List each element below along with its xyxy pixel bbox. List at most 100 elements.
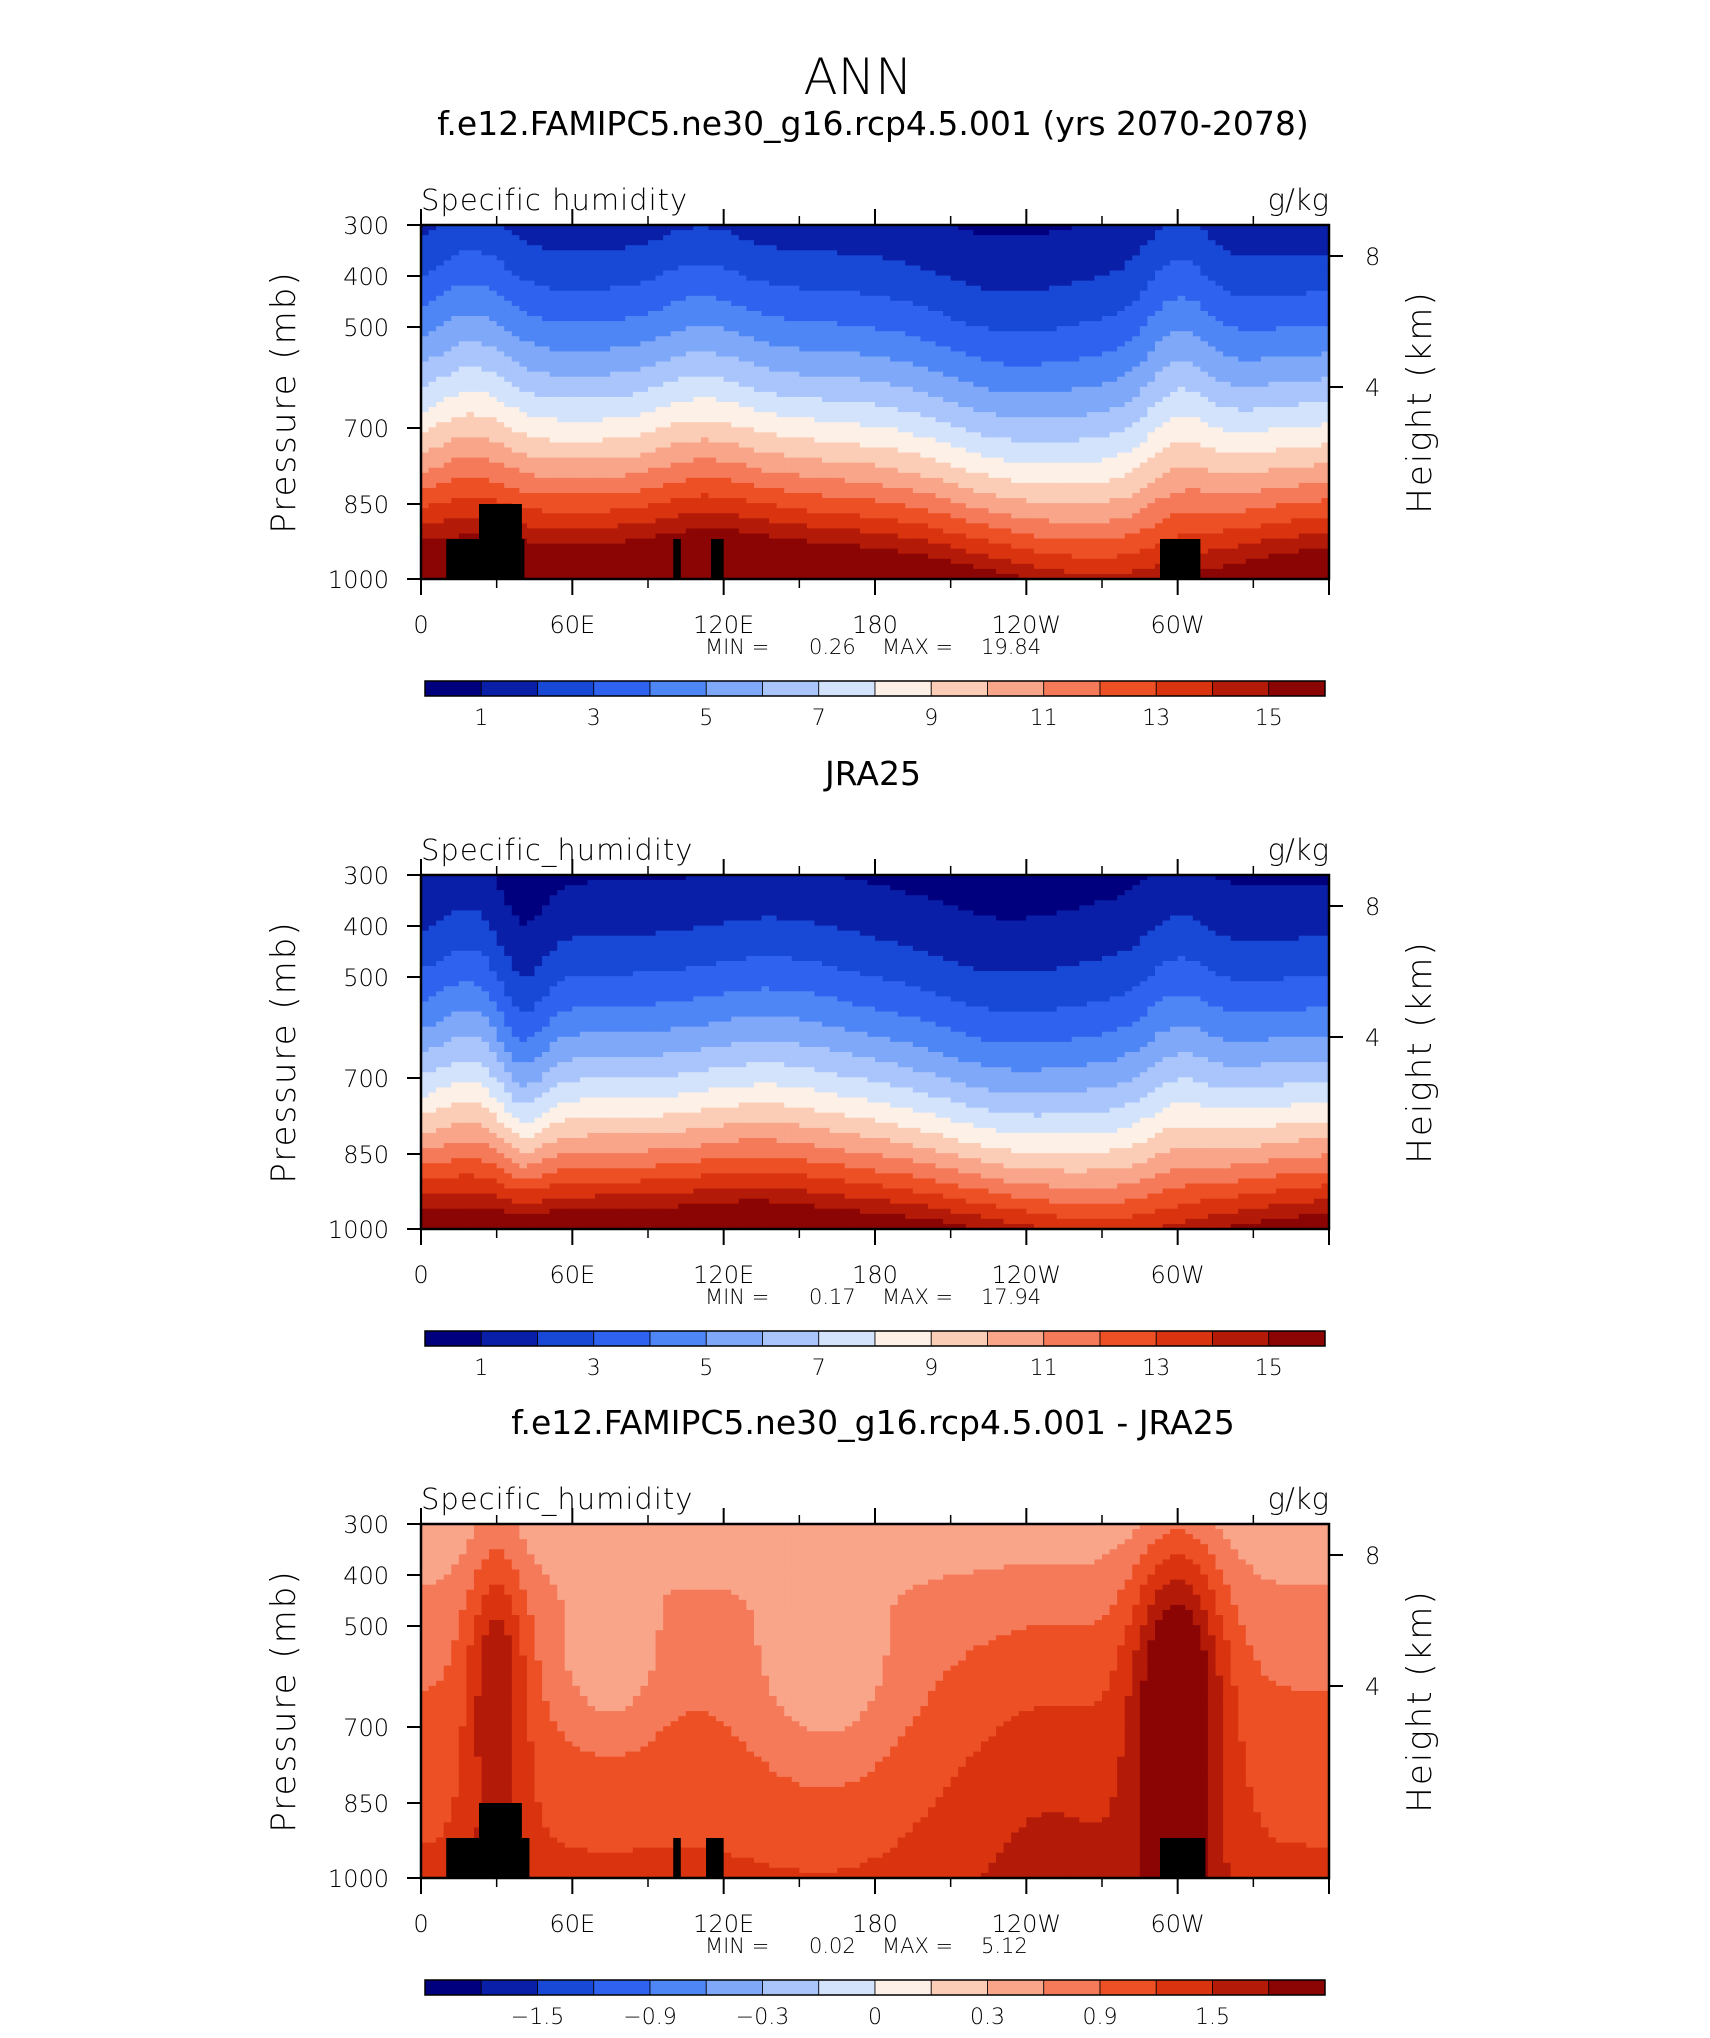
field-cell [1147, 271, 1155, 277]
field-cell [1193, 382, 1201, 388]
field-cell [1200, 291, 1208, 297]
field-cell [1246, 397, 1254, 403]
field-cell [845, 392, 853, 398]
field-cell [1026, 271, 1034, 277]
field-cell [739, 230, 747, 236]
field-cell [1155, 387, 1163, 393]
field-cell [709, 286, 717, 292]
field-cell [1178, 276, 1186, 282]
field-cell [436, 255, 444, 261]
field-cell [1140, 281, 1148, 287]
field-cell [618, 382, 626, 388]
field-cell [1102, 422, 1110, 428]
field-cell [981, 296, 989, 302]
field-cell [1132, 286, 1140, 292]
field-cell [550, 296, 558, 302]
field-cell [1238, 301, 1246, 307]
field-cell [625, 382, 633, 388]
field-cell [542, 271, 550, 277]
field-cell [1268, 372, 1276, 378]
field-cell [1291, 402, 1299, 408]
field-cell [678, 306, 686, 312]
field-cell [936, 422, 944, 428]
field-cell [769, 407, 777, 413]
field-cell [429, 235, 437, 241]
field-cell [973, 301, 981, 307]
field-cell [671, 346, 679, 352]
field-cell [837, 250, 845, 256]
field-cell [1057, 316, 1065, 322]
field-cell [837, 341, 845, 347]
field-cell [633, 412, 641, 418]
field-cell [580, 367, 588, 373]
field-cell [1246, 417, 1254, 423]
field-cell [845, 336, 853, 342]
field-cell [1057, 255, 1065, 261]
field-cell [656, 367, 664, 373]
field-cell [837, 336, 845, 342]
field-cell [474, 311, 482, 317]
field-cell [1026, 407, 1034, 413]
field-cell [656, 230, 664, 236]
field-cell [883, 397, 891, 403]
field-cell [1170, 311, 1178, 317]
field-cell [860, 377, 868, 383]
field-cell [580, 291, 588, 297]
field-cell [459, 432, 467, 438]
field-cell [451, 367, 459, 373]
field-cell [1231, 301, 1239, 307]
field-cell [565, 281, 573, 287]
field-cell [822, 417, 830, 423]
field-cell [1132, 276, 1140, 282]
field-cell [845, 387, 853, 393]
field-cell [1291, 412, 1299, 418]
field-cell [451, 281, 459, 287]
field-cell [459, 271, 467, 277]
field-cell [1034, 240, 1042, 246]
field-cell [1238, 336, 1246, 342]
field-cell [1246, 372, 1254, 378]
field-cell [1110, 265, 1118, 271]
field-cell [973, 260, 981, 266]
field-cell [686, 422, 694, 428]
field-cell [1291, 260, 1299, 266]
field-cell [958, 245, 966, 251]
field-cell [527, 356, 535, 362]
field-cell [898, 351, 906, 357]
field-cell [1208, 326, 1216, 332]
field-cell [535, 291, 543, 297]
field-cell [814, 372, 822, 378]
field-cell [1200, 387, 1208, 393]
field-cell [1185, 362, 1193, 368]
field-cell [739, 271, 747, 277]
field-cell [1178, 351, 1186, 357]
field-cell [1306, 281, 1314, 287]
field-cell [928, 377, 936, 383]
field-cell [1163, 291, 1171, 297]
field-cell [1019, 316, 1027, 322]
field-cell [867, 306, 875, 312]
field-cell [883, 291, 891, 297]
field-cell [958, 276, 966, 282]
field-cell [1291, 286, 1299, 292]
field-cell [928, 250, 936, 256]
field-cell [875, 382, 883, 388]
field-cell [1314, 326, 1322, 332]
field-cell [716, 260, 724, 266]
field-cell [451, 296, 459, 302]
field-cell [731, 402, 739, 408]
field-cell [724, 271, 732, 277]
field-cell [1034, 382, 1042, 388]
field-cell [1246, 296, 1254, 302]
field-cell [572, 281, 580, 287]
field-cell [648, 265, 656, 271]
field-cell [663, 316, 671, 322]
field-cell [633, 255, 641, 261]
field-cell [1117, 265, 1125, 271]
field-cell [1200, 336, 1208, 342]
field-cell [640, 326, 648, 332]
field-cell [444, 316, 452, 322]
field-cell [860, 427, 868, 433]
field-cell [489, 397, 497, 403]
field-cell [580, 412, 588, 418]
